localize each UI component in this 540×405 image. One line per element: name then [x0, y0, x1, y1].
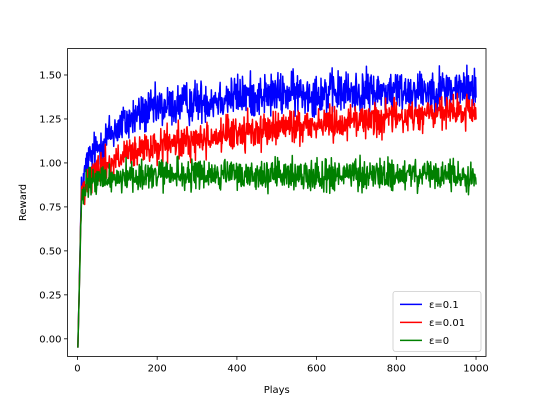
series-line	[77, 64, 477, 348]
y-tick-label: 1.00	[39, 158, 61, 169]
x-tick-label: 400	[227, 363, 246, 374]
y-axis-label: Reward	[18, 184, 29, 221]
series-line	[77, 92, 477, 348]
y-tick-label: 1.25	[39, 114, 61, 125]
legend-label: ε=0.01	[429, 318, 465, 329]
x-axis-label: Plays	[264, 385, 290, 396]
y-tick-label: 0.25	[39, 290, 61, 301]
x-tick-label: 1000	[463, 363, 488, 374]
y-tick-label: 0.75	[39, 202, 61, 213]
legend-box	[392, 290, 482, 352]
x-tick-label: 0	[74, 363, 80, 374]
legend-label: ε=0	[429, 336, 449, 347]
x-tick-label: 600	[307, 363, 326, 374]
legend-label: ε=0.1	[429, 300, 459, 311]
y-tick-label: 0.00	[39, 334, 61, 345]
x-tick-label: 800	[387, 363, 406, 374]
legend: ε=0.1 ε=0.01 ε=0	[392, 290, 482, 352]
y-tick-label: 1.50	[39, 70, 61, 81]
y-tick-label: 0.50	[39, 246, 61, 257]
y-axis-ticks: 0.00 0.25 0.50 0.75 1.00 1.25 1.50	[39, 70, 68, 345]
x-tick-label: 200	[148, 363, 167, 374]
plot-frame	[67, 48, 487, 357]
series-line	[77, 154, 477, 348]
series-layer	[77, 64, 477, 348]
x-axis-ticks: 0 200 400 600 800 1000	[74, 356, 489, 374]
